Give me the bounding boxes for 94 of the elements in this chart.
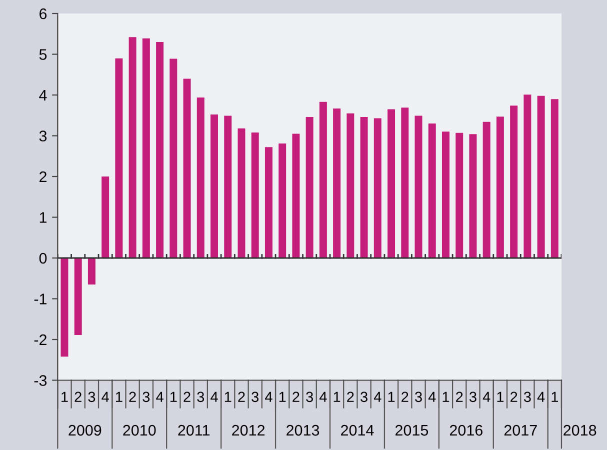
x-tick-label: 1: [170, 392, 177, 402]
y-tick-label: 6: [40, 8, 47, 20]
bar: [414, 116, 422, 258]
text: 2012: [232, 424, 265, 436]
x-tick-label: 2: [456, 392, 463, 402]
x-tick-label: 3: [360, 392, 368, 402]
y-tick-label: 1: [40, 212, 47, 223]
x-tick-label: 1: [224, 392, 232, 402]
x-tick-label: 3: [306, 392, 313, 402]
y-tick-label: 0: [39, 252, 47, 264]
bar: [537, 96, 545, 258]
bar: [550, 99, 558, 258]
text: 2014: [341, 424, 374, 436]
bar: [388, 109, 396, 258]
x-tick-label: 2: [129, 392, 136, 402]
x-tick-label: 1: [388, 392, 395, 402]
text: 2018: [564, 424, 596, 436]
bar: [142, 38, 150, 258]
x-tick-label: 2: [184, 392, 190, 402]
bar: [510, 106, 518, 258]
text: 2013: [286, 424, 320, 436]
bar: [401, 108, 409, 258]
y-tick-label: 3: [39, 130, 47, 142]
bar: [496, 116, 504, 258]
x-tick-label: 2: [402, 392, 408, 402]
bar: [251, 132, 259, 258]
x-tick-label: 1: [116, 392, 122, 402]
bar: [524, 94, 532, 258]
bar: [128, 37, 136, 258]
bar: [442, 132, 450, 258]
x-tick-label: 3: [524, 392, 531, 402]
bar: [74, 258, 82, 336]
x-tick-label: 2: [292, 392, 300, 402]
x-tick-label: 3: [88, 392, 96, 402]
bar: [319, 102, 327, 258]
x-tick-label: 4: [102, 392, 109, 402]
y-tick-label: -1: [34, 294, 47, 304]
bar: [102, 176, 110, 258]
x-tick-label: 4: [482, 392, 490, 402]
bar: [88, 258, 96, 284]
x-tick-label: 3: [252, 392, 259, 402]
bar: [170, 58, 178, 258]
text: 2016: [450, 424, 482, 436]
bar: [156, 42, 164, 258]
x-tick-label: 3: [415, 392, 422, 402]
x-tick-label: 1: [442, 392, 450, 402]
x-tick-label: 2: [347, 392, 354, 402]
text: 2011: [178, 424, 210, 436]
bar: [469, 134, 477, 258]
bar: [428, 124, 436, 258]
x-tick-label: 3: [469, 392, 476, 402]
bar: [333, 108, 341, 258]
y-tick-label: 5: [39, 49, 47, 60]
text: 2015: [395, 424, 428, 436]
y-tick-label: -2: [34, 334, 46, 346]
bar: [374, 118, 382, 258]
bar: [60, 258, 68, 357]
y-tick-label: 4: [39, 90, 47, 101]
bar: [482, 122, 490, 258]
x-tick-label: 1: [62, 392, 68, 402]
bar: [292, 134, 300, 258]
x-tick-label: 1: [552, 392, 558, 402]
bar: [210, 114, 218, 258]
bar: [306, 117, 314, 258]
y-tick-label: 2: [40, 171, 46, 182]
x-tick-label: 4: [374, 392, 382, 402]
text: 2010: [123, 424, 156, 436]
x-tick-label: 1: [334, 392, 340, 402]
x-tick-label: 4: [319, 392, 327, 402]
x-tick-label: 4: [428, 392, 436, 402]
x-tick-label: 4: [156, 392, 164, 402]
bar: [238, 128, 246, 258]
x-tick-label: 2: [510, 392, 518, 402]
bar: [196, 97, 204, 258]
x-tick-label: 4: [265, 392, 272, 402]
x-tick-label: 4: [537, 392, 545, 402]
bar: [224, 116, 232, 258]
y-tick-label: -3: [34, 375, 47, 386]
bar: [115, 58, 123, 258]
bar: [346, 113, 354, 258]
text: 2009: [68, 424, 102, 436]
bar: [456, 132, 464, 258]
x-tick-label: 1: [279, 392, 286, 402]
bar: [360, 117, 368, 258]
bar: [264, 147, 272, 258]
x-tick-label: 4: [210, 392, 218, 402]
bar: [278, 143, 286, 258]
x-tick-label: 3: [197, 392, 204, 402]
x-tick-label: 2: [74, 392, 82, 402]
x-tick-label: 3: [142, 392, 150, 402]
bar: [183, 78, 191, 258]
x-tick-label: 1: [497, 392, 504, 402]
x-tick-label: 2: [238, 392, 245, 402]
text: 2017: [504, 424, 537, 436]
